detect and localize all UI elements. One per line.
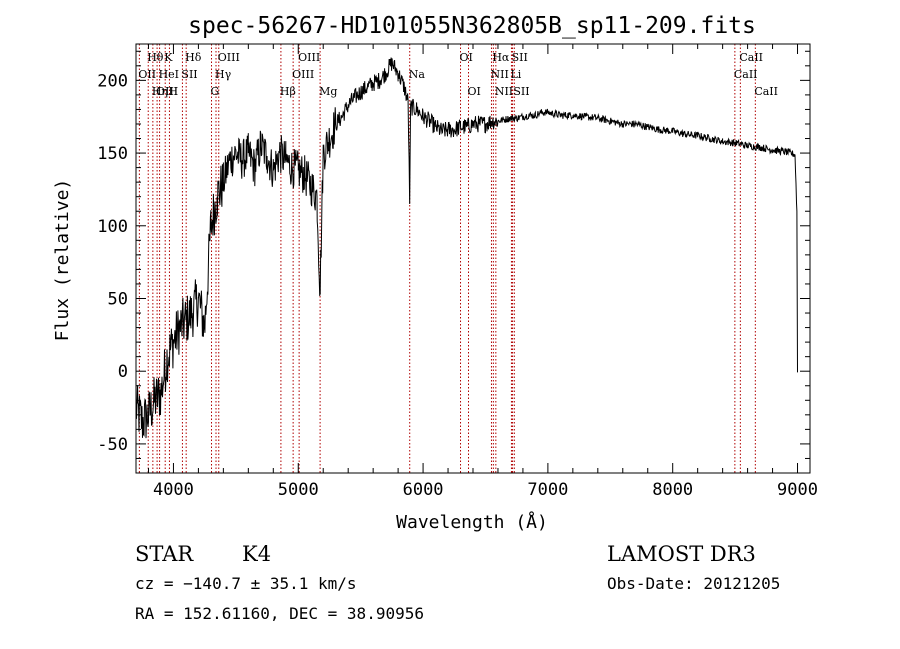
spectral-line-label: OIII [292, 68, 314, 81]
spectral-line-label: NII [490, 68, 508, 81]
y-tick-label: 200 [97, 71, 128, 91]
spectral-line-label: Na [409, 68, 426, 81]
x-tick-label: 5000 [278, 480, 319, 500]
spectral-line-label: H [168, 85, 178, 98]
spectral-line-label: SII [512, 51, 528, 64]
spectral-line-markers [138, 44, 756, 473]
spectral-line-label: OII [138, 68, 156, 81]
observation-date: Obs-Date: 20121205 [607, 574, 780, 593]
spectral-line-label: G [211, 85, 220, 98]
spectral-line-label: Hβ [280, 85, 296, 98]
y-tick-label: 100 [97, 217, 128, 237]
x-axis-label: Wavelength (Å) [396, 511, 548, 533]
spectral-line-label: OIII [218, 51, 240, 64]
spectral-line-label: Hα [492, 51, 510, 64]
spectral-line-label: Hθ [147, 51, 164, 64]
redshift-readout: cz = −140.7 ± 35.1 km/s [135, 574, 357, 593]
spectral-line-label: SII [181, 68, 197, 81]
spectral-line-labels: HθOIIOIIIHηHeIKHSIIHδGHγOIIIHβOIIIOIIIMg… [138, 51, 778, 98]
spectral-line-label: HeI [159, 68, 179, 81]
spectral-line-label: OIII [298, 51, 320, 64]
y-tick-label: 0 [118, 362, 128, 382]
coordinates-readout: RA = 152.61160, DEC = 38.90956 [135, 604, 424, 623]
spectral-line-label: OI [468, 85, 481, 98]
x-axis-ticks: 4000 5000 6000 7000 8000 9000 [147, 44, 818, 500]
plot-frame [135, 43, 811, 474]
spectral-line-label: Hδ [185, 51, 202, 64]
chart-title: spec-56267-HD101055N362805B_sp11-209.fit… [188, 13, 756, 39]
spectrum-series-line [135, 57, 798, 439]
spectral-line-label: CaII [734, 68, 758, 81]
spectral-line-label: Hη [152, 85, 168, 98]
survey-name: LAMOST DR3 [607, 542, 756, 566]
x-tick-label: 8000 [652, 480, 693, 500]
spectral-line-label: CaII [754, 85, 778, 98]
spectral-line-label: SII [513, 85, 529, 98]
x-tick-label: 6000 [403, 480, 444, 500]
x-tick-label: 7000 [527, 480, 568, 500]
y-tick-label: -50 [97, 435, 128, 455]
object-subclass: K4 [242, 542, 271, 566]
spectral-line-label: CaII [739, 51, 763, 64]
y-tick-label: 150 [97, 144, 128, 164]
object-class: STAR [135, 542, 194, 566]
spectral-line-label: Hγ [215, 68, 232, 81]
y-axis-ticks: -50 0 50 100 150 200 [97, 50, 810, 459]
spectral-line-label: OI [460, 51, 473, 64]
spectral-line-label: K [164, 51, 173, 64]
x-tick-label: 4000 [153, 480, 194, 500]
spectral-line-label: Mg [319, 85, 337, 98]
spectral-line-label: NII [495, 85, 513, 98]
spectral-line-label: OIII [156, 85, 178, 98]
y-axis-label: Flux (relative) [52, 179, 73, 342]
y-tick-label: 50 [108, 289, 128, 309]
spectral-line-label: Li [510, 68, 521, 81]
x-tick-label: 9000 [777, 480, 818, 500]
